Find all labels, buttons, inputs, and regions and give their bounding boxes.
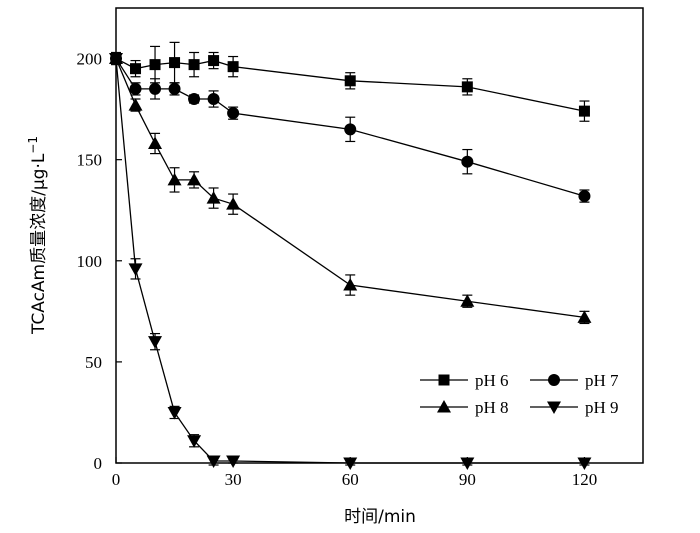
legend-marker: [548, 374, 560, 386]
y-axis-label-superscript: −1: [26, 136, 40, 154]
data-point: [577, 310, 592, 323]
legend: pH 6 pH 7 pH 8 pH 9: [420, 371, 619, 417]
y-axis-label: TCAcAm质量浓度/μg·L−1: [26, 136, 49, 335]
data-point: [206, 455, 221, 468]
series-line: [115, 57, 585, 112]
legend-item: pH 8: [420, 398, 509, 417]
legend-label: pH 8: [475, 398, 509, 417]
data-point: [188, 59, 200, 71]
x-tick-label: 120: [572, 470, 598, 489]
legend-marker: [437, 400, 451, 413]
legend-item: pH 7: [530, 371, 619, 390]
legend-label: pH 6: [475, 371, 509, 390]
data-point: [130, 63, 142, 75]
data-point: [344, 123, 357, 136]
data-point: [128, 263, 143, 276]
data-point: [460, 294, 475, 307]
data-point: [148, 336, 163, 349]
legend-marker: [438, 374, 450, 386]
data-point: [226, 455, 241, 468]
data-point: [461, 81, 473, 93]
series-line: [115, 58, 585, 319]
data-point: [149, 82, 162, 95]
data-point: [207, 93, 220, 105]
data-point: [578, 105, 590, 117]
data-point: [167, 172, 182, 186]
data-point: [461, 155, 474, 168]
data-point: [460, 457, 475, 470]
data-point: [168, 82, 181, 95]
x-tick-label: 30: [225, 470, 242, 489]
x-tick-label: 90: [459, 470, 476, 489]
data-point: [227, 61, 239, 73]
x-tick-label: 60: [342, 470, 359, 489]
x-axis-label: 时间/min: [344, 507, 416, 527]
y-tick-label: 0: [94, 454, 103, 473]
series-ph-8: [109, 51, 592, 325]
series-ph-9: [109, 53, 592, 470]
data-point: [109, 53, 123, 66]
data-point: [343, 457, 358, 470]
ticks-layer: 0 30 60 90 120 0 50 100 150 200: [77, 50, 598, 489]
legend-item: pH 9: [530, 398, 619, 417]
data-point: [167, 406, 182, 420]
data-point: [578, 190, 591, 203]
data-point: [129, 82, 142, 95]
data-point: [187, 435, 202, 448]
data-point: [206, 191, 221, 204]
data-point: [148, 136, 163, 149]
x-tick-label: 0: [112, 470, 121, 489]
data-point: [188, 93, 201, 105]
series-line: [115, 58, 585, 197]
legend-label: pH 7: [585, 371, 619, 390]
legend-label: pH 9: [585, 398, 619, 417]
data-point: [344, 75, 356, 87]
legend-marker: [547, 401, 561, 414]
data-point: [128, 98, 143, 111]
y-axis-label-main: TCAcAm质量浓度/μg·L: [29, 153, 49, 335]
data-point: [208, 55, 220, 67]
data-point: [149, 59, 161, 71]
data-point: [169, 57, 181, 69]
data-point: [227, 107, 240, 120]
y-tick-label: 50: [85, 353, 102, 372]
data-point: [226, 197, 241, 210]
y-tick-label: 200: [77, 50, 103, 69]
y-tick-label: 150: [77, 151, 103, 170]
y-tick-label: 100: [77, 252, 103, 271]
data-point: [187, 172, 202, 186]
series-ph-6: [110, 41, 590, 122]
series-layer: [109, 41, 592, 470]
data-point: [577, 457, 592, 470]
series-line: [115, 58, 585, 464]
data-point: [343, 278, 358, 291]
legend-item: pH 6: [420, 371, 509, 390]
